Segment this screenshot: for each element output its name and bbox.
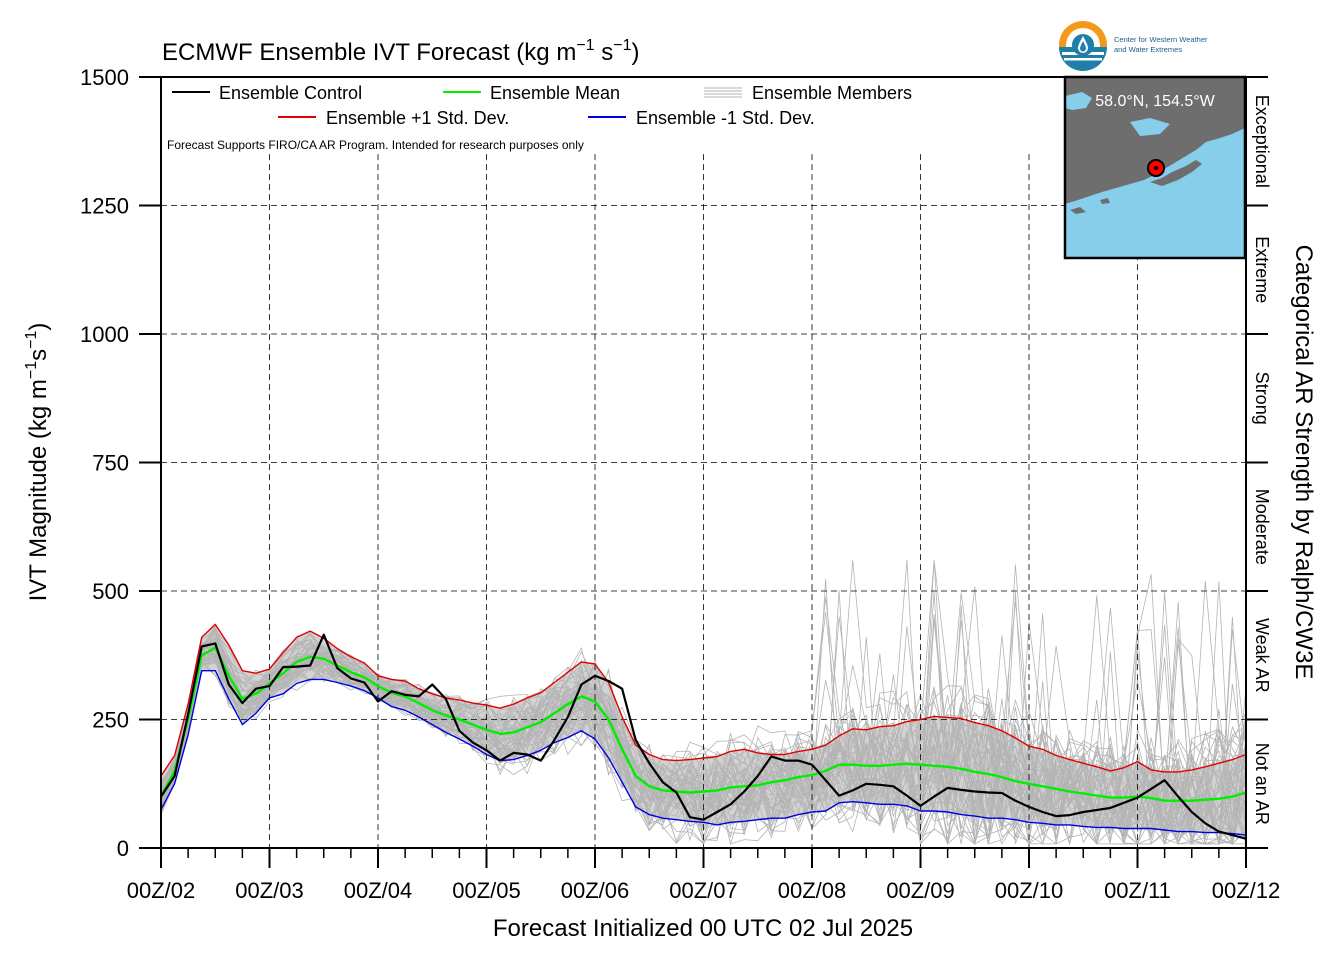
inset-land [1065,77,1245,204]
x-tick-label: 00Z/07 [669,878,738,903]
x-tick-label: 00Z/11 [1104,878,1171,903]
ensemble-members-layer [160,560,1247,846]
disclaimer-text: Forecast Supports FIRO/CA AR Program. In… [167,138,584,152]
legend-minus-label: Ensemble -1 Std. Dev. [636,108,815,128]
plot-area [159,154,1247,848]
series-line-plus [160,623,1247,777]
x-tick-label: 00Z/04 [344,878,413,903]
category-label: Exceptional [1252,95,1272,188]
legend: Ensemble Control Ensemble Mean Ensemble … [167,83,912,152]
x-tick-label: 00Z/05 [452,878,521,903]
x-tick-label: 00Z/12 [1212,878,1281,903]
x-tick-label: 00Z/10 [995,878,1064,903]
logo-text-line2: and Water Extremes [1114,45,1182,54]
category-label: Not an AR [1252,743,1272,825]
y-tick-label: 750 [92,451,129,476]
x-tick-label: 00Z/09 [886,878,955,903]
series-line-control [160,633,1247,840]
logo-text-line1: Center for Western Weather [1114,35,1208,44]
legend-plus-label: Ensemble +1 Std. Dev. [326,108,509,128]
category-label: Weak AR [1252,618,1272,693]
y-tick-label: 1500 [80,65,129,90]
legend-members-label: Ensemble Members [752,83,912,103]
x-tick-label: 00Z/06 [561,878,630,903]
x-tick-label: 00Z/02 [127,878,196,903]
category-label: Moderate [1252,489,1272,565]
y-tick-label: 1000 [80,322,129,347]
category-label: Strong [1252,372,1272,425]
x-axis-label: Forecast Initialized 00 UTC 02 Jul 2025 [493,915,913,942]
y-axis-label: IVT Magnitude (kg m−1s−1) [23,323,52,602]
series-layer [159,623,1247,840]
inset-location-label: 58.0°N, 154.5°W [1095,93,1215,110]
x-tick-label: 00Z/08 [778,878,847,903]
y-tick-label: 250 [92,708,129,733]
category-label: Extreme [1252,236,1272,303]
right-axis-label: Categorical AR Strength by Ralph/CW3E [1290,245,1317,680]
y-tick-label: 1250 [80,194,129,219]
axes-layer: 0 250 500 750 1000 1250 1500 00Z/02 00Z/03 00Z/04… [80,65,1280,903]
series-line-minus [160,670,1247,836]
series-line-mean [159,646,1247,802]
grid-layer [161,154,1246,848]
cw3e-logo: Center for Western Weather and Water Ext… [1059,21,1208,71]
x-tick-label: 00Z/03 [235,878,304,903]
y-tick-label: 500 [92,579,129,604]
inset-map: 58.0°N, 154.5°W [1063,75,1247,260]
ensemble-member-line [160,616,1247,846]
y-tick-label: 0 [117,836,129,861]
chart-title: ECMWF Ensemble IVT Forecast (kg m−1 s−1) [162,37,639,66]
legend-mean-label: Ensemble Mean [490,83,620,103]
legend-control-label: Ensemble Control [219,83,362,103]
legend-members-swatch [704,87,742,98]
